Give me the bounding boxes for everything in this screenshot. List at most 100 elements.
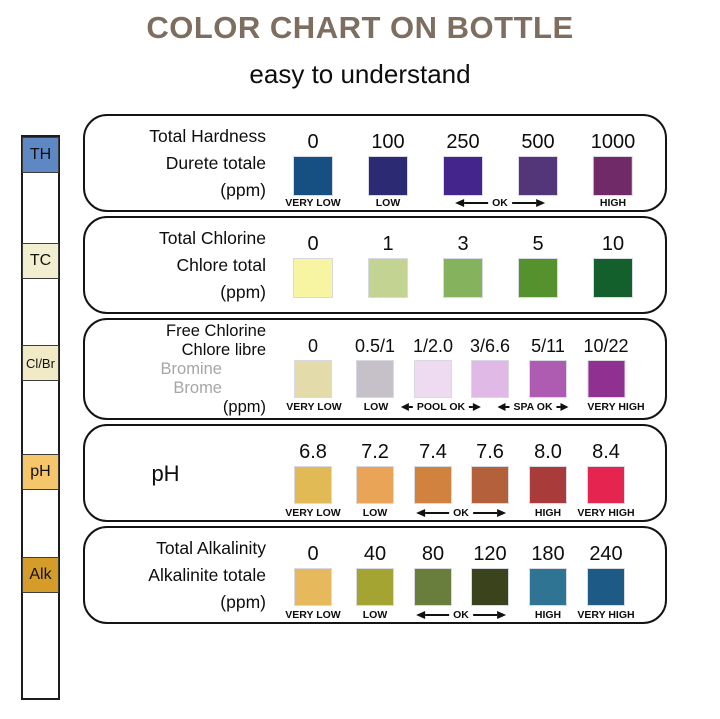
swatch-column: 3 [444,231,482,297]
swatch-column: 500 [519,129,557,195]
range-tag-text: OK [453,609,469,621]
swatch-value: 40 [363,543,387,565]
range-tag-text: VERY HIGH [577,507,635,519]
panel-title-line: Bromine [160,359,222,378]
strip-pad-alk: Alk [22,557,59,593]
swatch-value: 5/11 [531,336,565,356]
arrow-head [535,199,545,207]
arrow-head [560,403,569,411]
range-tag: HIGH [535,609,561,621]
swatch-value: 5 [532,233,544,255]
range-tag: VERY HIGH [577,507,634,519]
range-tag: VERY HIGH [587,401,644,413]
swatch-value: 1 [382,233,394,255]
free-chlorine-swatch-3 [471,361,508,397]
swatch-value: 0 [307,543,319,565]
swatch-column: 6.8 [295,439,331,503]
swatch-column: 250 [444,129,482,195]
swatch-value: 0 [307,336,318,356]
arrow-right-icon [472,509,506,517]
swatch-column: 1000 [591,129,635,195]
panel-ph-label: pH [85,426,290,520]
panel-title-line: Chlore libre [181,340,266,359]
swatch-value: 1/2.0 [412,336,454,356]
total-alkalinity-swatch-4 [530,569,566,605]
swatch-value: 3/6.6 [469,336,511,356]
swatch-column: 0 [295,333,331,397]
arrow-head [496,509,506,517]
arrow-head [416,611,426,619]
swatch-column: 0 [294,129,332,195]
arrow-head [497,403,506,411]
page-subtitle: easy to understand [249,59,471,89]
swatch-value: 100 [371,131,405,153]
swatch-column: 8.4 [588,439,624,503]
total-hardness-swatch-1 [369,157,407,195]
free-chlorine-swatch-2 [414,361,451,397]
total-alkalinity-swatch-3 [472,569,508,605]
panel-total-alkalinity: Total Alkalinity Alkalinite totale (ppm) 0 4… [83,526,667,624]
arrow-left-icon [497,403,510,411]
total-hardness-swatch-0 [294,157,332,195]
range-tag-text: LOW [363,401,389,413]
swatch-value: 250 [446,131,480,153]
panel-total-chlorine-scale: 0 1 3 5 10 [290,218,665,312]
panel-title-line: (ppm) [220,281,266,302]
range-tag-text: VERY LOW [285,507,341,519]
swatch-column: 100 [369,129,407,195]
swatch-column: 5 [519,231,557,297]
arrow-left-icon [416,611,450,619]
range-tag: VERY LOW [285,609,340,621]
ph-swatch-1 [357,467,393,503]
arrow-shaft [425,511,450,515]
panel-ph: pH 6.8 7.2 7.4 7.6 8.0 8.4 VERY LOW LOW OK HIGH VER… [83,424,667,522]
range-tag-text: VERY LOW [286,401,342,413]
swatch-value: 10/22 [583,336,629,356]
strip-pad-ph: pH [22,454,59,490]
range-tag: VERY LOW [285,507,340,519]
free-chlorine-swatch-4 [530,361,566,397]
swatch-column: 40 [357,541,393,605]
page-title: COLOR CHART ON BOTTLE [146,10,574,45]
strip-pad-tc: TC [22,243,59,279]
range-tag-text: LOW [362,609,388,621]
total-chlorine-swatch-4 [594,259,632,297]
panel-free-chlorine-label: Free Chlorine Chlore libre Bromine Brome (pp… [85,320,290,418]
panel-total-hardness: Total Hardness Durete totale (ppm) 0 100 250 5… [83,114,667,212]
swatch-column: 10 [594,231,632,297]
panel-title-line: Brome [173,378,222,397]
range-tag-text: SPA OK [513,401,553,413]
swatch-column: 0 [294,231,332,297]
panel-total-alkalinity-scale: 0 40 80 120 180 240 VERY LOW LOW OK HIGH VERY HIGH [285,528,665,622]
arrow-shaft [511,201,536,205]
ph-swatch-0 [295,467,331,503]
total-hardness-swatch-2 [444,157,482,195]
panel-title-line: pH [151,460,180,486]
free-chlorine-swatch-5 [587,361,624,397]
swatch-column: 180 [530,541,566,605]
range-tag: LOW [363,507,388,519]
swatch-value: 6.8 [299,441,327,463]
range-tag: OK [416,609,506,621]
swatch-column: 120 [472,541,508,605]
panel-title-line: (ppm) [220,179,266,200]
range-tag: OK [455,197,545,209]
total-chlorine-swatch-2 [444,259,482,297]
arrow-shaft [472,511,497,515]
range-tag: SPA OK [497,401,569,413]
arrow-head [400,403,409,411]
range-tag-text: LOW [375,197,401,209]
arrow-shaft [556,405,561,409]
swatch-column: 1/2.0 [413,333,453,397]
swatch-value: 10 [601,233,625,255]
swatch-value: 80 [421,543,445,565]
swatch-column: 1 [369,231,407,297]
arrow-right-icon [511,199,545,207]
arrow-right-icon [469,403,482,411]
swatch-column: 80 [415,541,451,605]
range-tag-text: HIGH [599,197,627,209]
range-tag-text: HIGH [534,507,562,519]
swatch-column: 7.2 [357,439,393,503]
range-tag-text: OK [492,197,508,209]
